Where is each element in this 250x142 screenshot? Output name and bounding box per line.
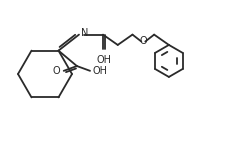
Text: OH: OH bbox=[92, 66, 106, 76]
Text: N: N bbox=[81, 28, 88, 38]
Text: O: O bbox=[52, 66, 60, 76]
Text: OH: OH bbox=[96, 55, 111, 65]
Text: O: O bbox=[139, 36, 146, 46]
